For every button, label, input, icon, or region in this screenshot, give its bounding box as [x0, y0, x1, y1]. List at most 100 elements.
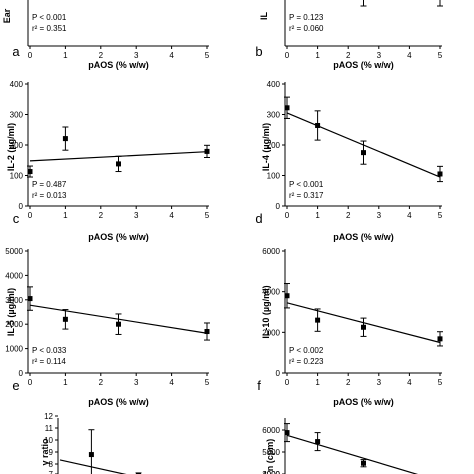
- data-point: [437, 336, 443, 342]
- data-point: [315, 317, 321, 323]
- y-tick-label: 0: [276, 369, 281, 378]
- x-tick-label: 2: [99, 51, 104, 60]
- x-tick-label: 5: [205, 378, 210, 387]
- y-tick-label: 4000: [262, 288, 280, 297]
- regression-line: [286, 434, 419, 474]
- y-axis-title: Ear: [2, 8, 12, 23]
- x-tick-label: 1: [63, 51, 68, 60]
- y-tick-label: 2000: [5, 320, 23, 329]
- x-tick-label: 5: [438, 51, 443, 60]
- stats-text: r² = 0.317: [289, 191, 324, 200]
- data-point: [62, 316, 68, 322]
- data-point: [27, 296, 33, 302]
- panel-letter: c: [13, 211, 20, 226]
- panel-letter: a: [12, 44, 20, 59]
- y-axis-title: IL-5 (µg/ml): [6, 288, 16, 336]
- y-tick-label: 9: [49, 448, 54, 457]
- stats-text: P = 0.123: [289, 13, 324, 22]
- y-tick-label: 0: [276, 202, 281, 211]
- y-axis-title: n (cpm): [265, 439, 275, 472]
- y-axis-title: γ ratio: [40, 438, 50, 466]
- x-tick-label: 0: [285, 211, 290, 220]
- x-axis-title: pAOS (% w/w): [333, 397, 394, 407]
- x-tick-label: 4: [169, 51, 174, 60]
- stats-text: P < 0.001: [289, 180, 324, 189]
- stats-text: r² = 0.351: [32, 24, 67, 33]
- panel-d: 0 100 200 300 400 IL-4 (µg/ml) 0 1 2 3 4 5 pAOS (% w…: [255, 80, 443, 242]
- x-tick-label: 2: [346, 51, 351, 60]
- y-axis-title: IL-2 (µg/ml): [6, 123, 16, 171]
- x-tick-label: 1: [315, 378, 320, 387]
- x-tick-label: 2: [346, 378, 351, 387]
- x-axis-title: pAOS (% w/w): [333, 232, 394, 242]
- y-tick-label: 100: [10, 172, 24, 181]
- panel-letter: f: [257, 378, 261, 393]
- data-point: [284, 430, 290, 436]
- panel-letter: b: [255, 44, 262, 59]
- data-point: [116, 161, 121, 167]
- x-tick-label: 5: [205, 211, 210, 220]
- x-axis-title: pAOS (% w/w): [88, 232, 149, 242]
- y-tick-label: 11: [45, 424, 54, 433]
- data-point: [204, 148, 210, 154]
- x-tick-label: 0: [285, 51, 290, 60]
- x-tick-label: 3: [134, 378, 139, 387]
- stats-text: r² = 0.013: [32, 191, 67, 200]
- x-tick-label: 2: [346, 211, 351, 220]
- data-point: [284, 105, 290, 111]
- stats-text: P = 0.487: [32, 180, 67, 189]
- data-point: [315, 122, 321, 128]
- data-point: [62, 136, 68, 142]
- y-tick-label: 3000: [5, 296, 23, 305]
- panel-letter: d: [255, 211, 262, 226]
- data-point: [116, 321, 121, 327]
- y-tick-label: 1000: [5, 345, 23, 354]
- panel-f: 0 2000 4000 6000 IL-10 (µg/ml) 0 1 2 3 4 5 pAOS (% …: [257, 247, 443, 407]
- data-point: [27, 169, 33, 175]
- y-tick-label: 12: [44, 412, 53, 421]
- regression-line: [59, 459, 127, 474]
- x-tick-label: 3: [377, 51, 382, 60]
- y-tick-label: 8: [49, 460, 54, 469]
- x-tick-label: 4: [407, 378, 412, 387]
- x-tick-label: 3: [377, 211, 382, 220]
- panel-a: Ear 0 1 2 3 4 5 pAOS (% w/w) a P < 0.001 r² = 0.35…: [2, 0, 210, 70]
- y-tick-label: 300: [10, 111, 24, 120]
- x-tick-label: 4: [407, 51, 412, 60]
- x-axis-title: pAOS (% w/w): [88, 397, 149, 407]
- x-tick-label: 1: [63, 211, 68, 220]
- x-tick-label: 0: [285, 378, 290, 387]
- x-tick-label: 3: [377, 378, 382, 387]
- y-axis-title: IL-4 (µg/ml): [261, 123, 271, 171]
- y-tick-label: 400: [267, 80, 281, 89]
- y-tick-label: 4000: [262, 470, 280, 474]
- x-tick-label: 5: [438, 378, 443, 387]
- stats-text: P < 0.001: [32, 13, 67, 22]
- x-tick-label: 3: [134, 51, 139, 60]
- x-tick-label: 0: [28, 51, 33, 60]
- y-tick-label: 200: [10, 141, 24, 150]
- x-tick-label: 1: [315, 51, 320, 60]
- y-tick-label: 5000: [262, 448, 280, 457]
- data-point: [315, 439, 321, 445]
- x-tick-label: 0: [28, 378, 33, 387]
- y-tick-label: 0: [19, 202, 24, 211]
- y-tick-label: 200: [267, 141, 281, 150]
- y-tick-label: 0: [19, 369, 24, 378]
- data-point: [361, 324, 366, 330]
- x-tick-label: 3: [134, 211, 139, 220]
- x-axis-title: pAOS (% w/w): [88, 60, 149, 70]
- stats-text: r² = 0.060: [289, 24, 324, 33]
- x-tick-label: 1: [63, 378, 68, 387]
- stats-text: P < 0.033: [32, 346, 67, 355]
- data-point: [204, 329, 210, 335]
- y-tick-label: 3000: [262, 470, 280, 474]
- stats-text: r² = 0.114: [32, 357, 66, 366]
- x-axis-title: pAOS (% w/w): [333, 60, 394, 70]
- x-tick-label: 5: [205, 51, 210, 60]
- x-tick-label: 1: [315, 211, 320, 220]
- x-tick-label: 4: [169, 378, 174, 387]
- data-point: [284, 293, 290, 299]
